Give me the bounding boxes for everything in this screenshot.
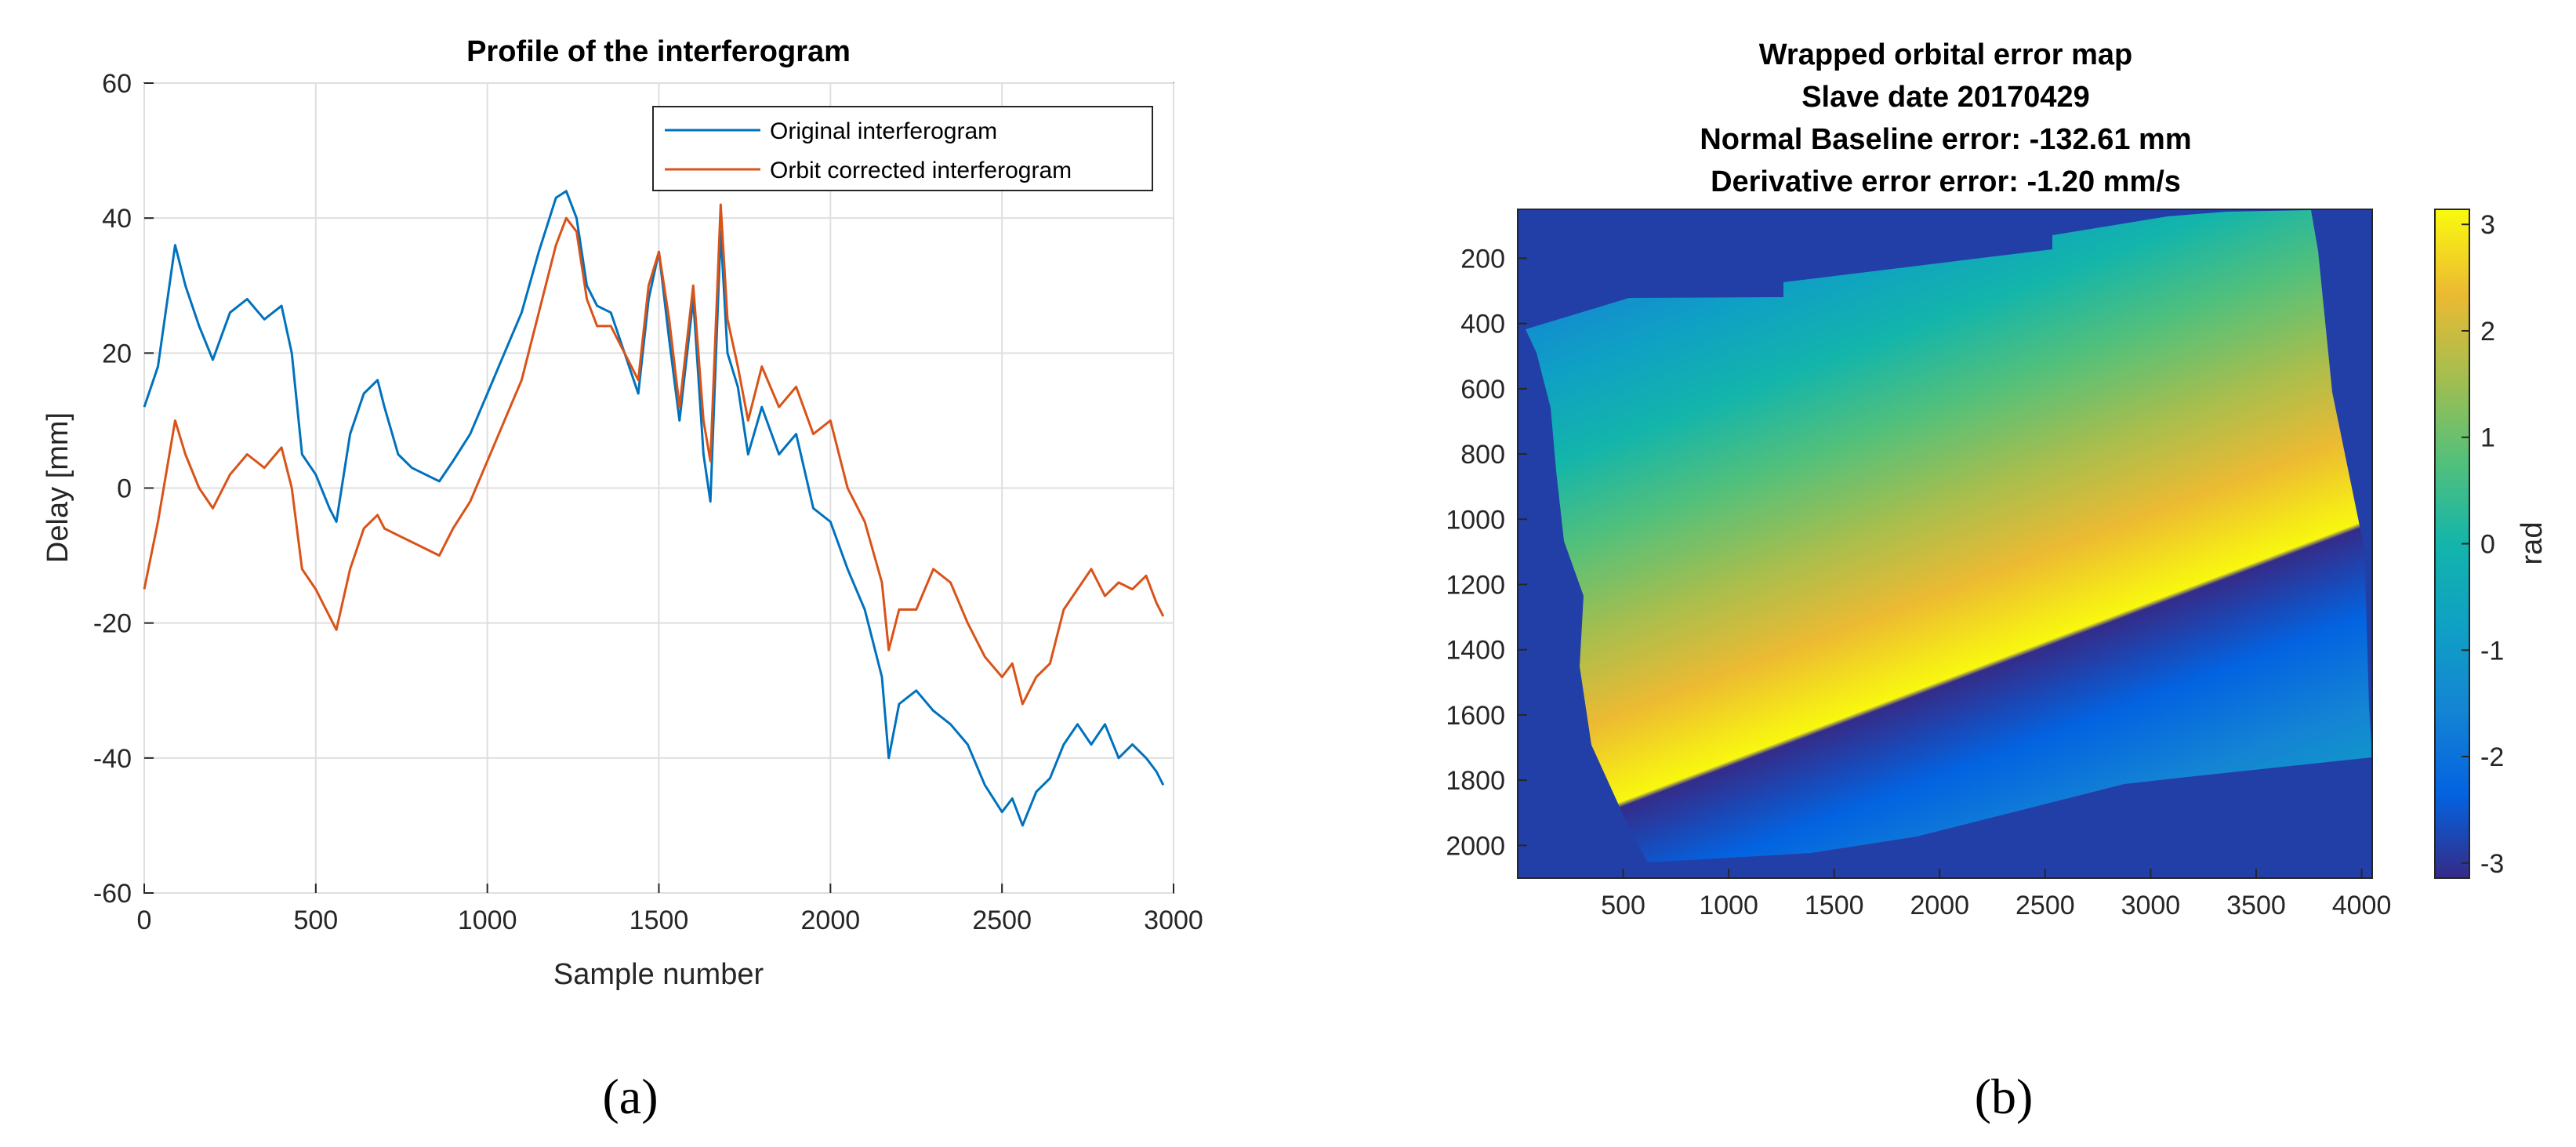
- colorbar-tick-label: -1: [2480, 636, 2504, 666]
- panel-a-caption: (a): [602, 1069, 658, 1124]
- colorbar-tick-label: 0: [2480, 530, 2495, 560]
- colorbar-tick-label: -2: [2480, 742, 2504, 772]
- colorbar-label: rad: [2516, 522, 2549, 565]
- colorbar-tick-label: -3: [2480, 849, 2504, 879]
- x-tick-label: 2500: [2015, 891, 2075, 920]
- x-tick-label: 3000: [1144, 906, 1203, 935]
- panel-a-x-axis-label: Sample number: [553, 958, 764, 991]
- y-tick-label: 400: [1460, 310, 1505, 339]
- panel-a-series: [143, 190, 1165, 827]
- panel-b-heatmap: Wrapped orbital error map Slave date 201…: [1446, 38, 2549, 920]
- y-tick-label: 800: [1460, 440, 1505, 470]
- x-tick-label: 1000: [1699, 891, 1758, 920]
- panel-b-plot-area: [1517, 209, 2373, 879]
- legend-box: [652, 106, 1153, 191]
- legend-label-corrected: Orbit corrected interferogram: [770, 158, 1072, 183]
- colorbar-tick-label: 2: [2480, 317, 2495, 347]
- colorbar: 3 2 1 0 -1 -2 -3: [2434, 209, 2504, 879]
- panel-b-ticks: 500 1000 1500 2000 2500 3000 3500 4000 200 400 600…: [1446, 244, 2391, 920]
- panel-b-title-line-1: Wrapped orbital error map: [1759, 38, 2133, 71]
- x-tick-label: 1500: [629, 906, 689, 935]
- y-tick-label: 1600: [1446, 701, 1505, 731]
- x-tick-label: 2000: [801, 906, 861, 935]
- panel-b-title-line-2: Slave date 20170429: [1801, 81, 2090, 114]
- panel-b-title-line-4: Derivative error error: -1.20 mm/s: [1711, 165, 2181, 198]
- y-tick-label: 1800: [1446, 766, 1505, 796]
- y-tick-label: 1200: [1446, 571, 1505, 601]
- x-tick-label: 500: [1601, 891, 1645, 920]
- y-tick-label: -60: [93, 879, 132, 909]
- x-tick-label: 4000: [2332, 891, 2392, 920]
- series-line-1: [143, 203, 1165, 706]
- panel-a-line-chart: 0 500 1000 1500 2000 2500 3000 -60 -40 -20 0 20 40 60…: [42, 35, 1203, 991]
- y-tick-label: 2000: [1446, 831, 1505, 861]
- legend-label-original: Original interferogram: [770, 118, 997, 144]
- x-tick-label: 500: [293, 906, 338, 935]
- panel-b-title: Wrapped orbital error map Slave date 201…: [1700, 38, 2191, 198]
- y-tick-label: 60: [102, 69, 132, 99]
- x-tick-label: 3500: [2226, 891, 2286, 920]
- y-tick-label: 1000: [1446, 505, 1505, 535]
- panel-a-legend: Original interferogram Orbit corrected i…: [652, 106, 1153, 191]
- x-tick-label: 2000: [1910, 891, 1969, 920]
- y-tick-label: -40: [93, 744, 132, 774]
- x-tick-label: 0: [137, 906, 152, 935]
- x-tick-label: 3000: [2121, 891, 2181, 920]
- y-tick-label: 1400: [1446, 636, 1505, 666]
- colorbar-tick-label: 3: [2480, 210, 2495, 240]
- panel-a-ticks: 0 500 1000 1500 2000 2500 3000 -60 -40 -20 0 20 40 60: [93, 69, 1203, 935]
- panel-a-title: Profile of the interferogram: [466, 35, 851, 68]
- x-tick-label: 1000: [458, 906, 517, 935]
- y-tick-label: 0: [117, 474, 132, 504]
- y-tick-label: 40: [102, 204, 132, 234]
- panel-b-title-line-3: Normal Baseline error: -132.61 mm: [1700, 123, 2191, 156]
- map-phase-field: [1526, 210, 2372, 862]
- panel-a-y-axis-label: Delay [mm]: [42, 412, 74, 563]
- y-tick-label: 20: [102, 339, 132, 368]
- panel-b-caption: (b): [1975, 1069, 2034, 1124]
- panel-b-map: [1518, 209, 2372, 878]
- y-tick-label: 200: [1460, 244, 1505, 274]
- x-tick-label: 1500: [1805, 891, 1864, 920]
- colorbar-tick-label: 1: [2480, 423, 2495, 453]
- x-tick-label: 2500: [972, 906, 1032, 935]
- y-tick-label: -20: [93, 609, 132, 639]
- y-tick-label: 600: [1460, 375, 1505, 405]
